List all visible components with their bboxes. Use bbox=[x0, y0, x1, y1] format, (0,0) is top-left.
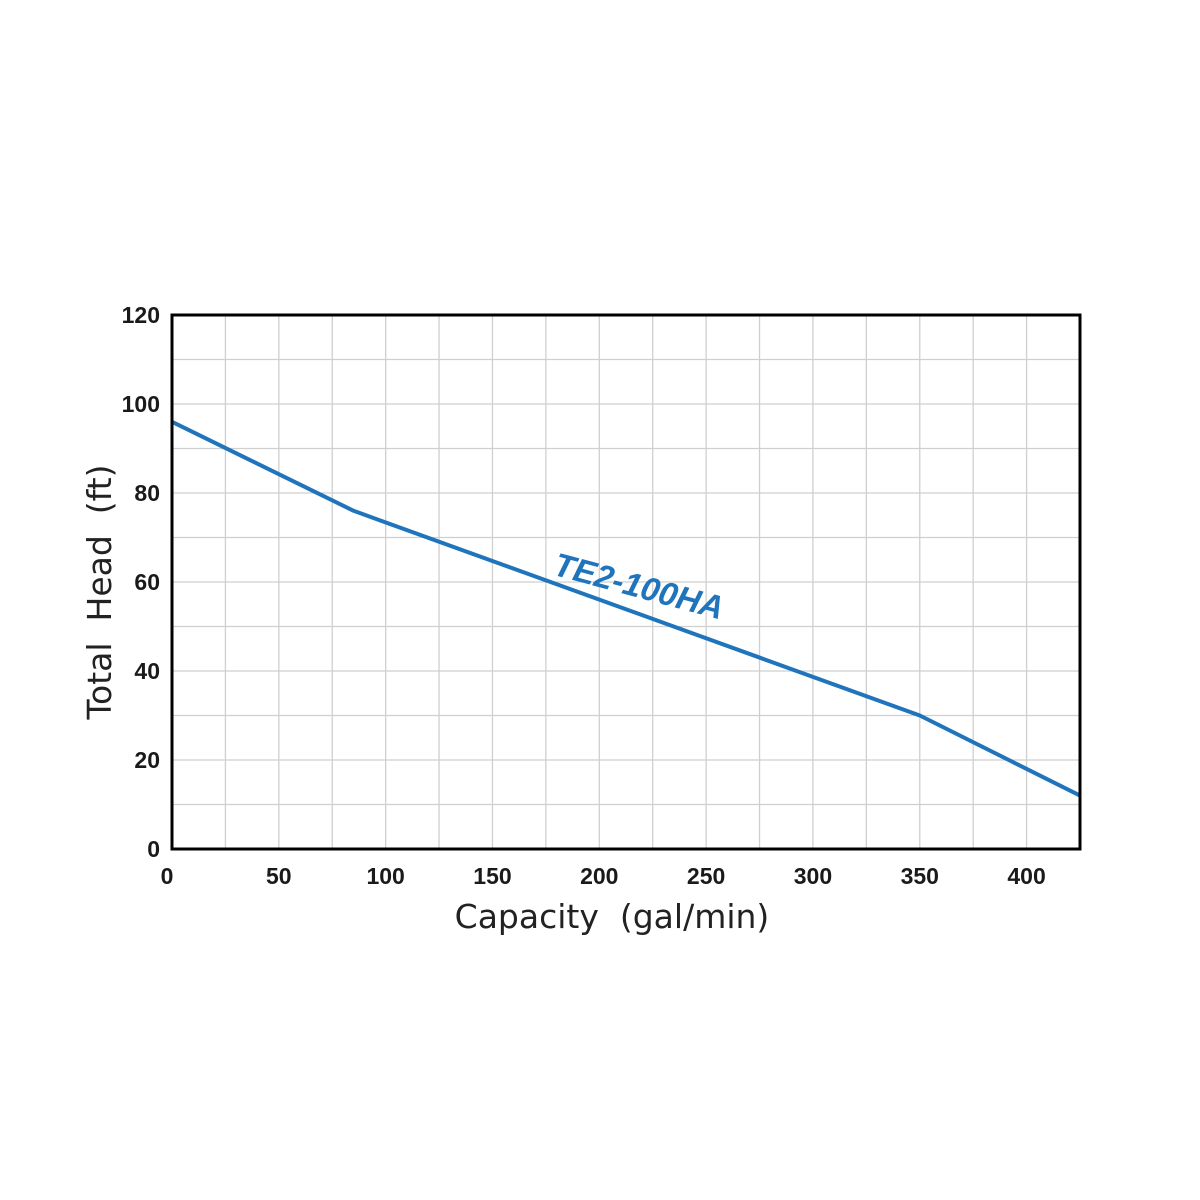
y-tick-label: 60 bbox=[134, 569, 160, 595]
series-lines bbox=[171, 420, 1081, 798]
x-tick-label: 150 bbox=[473, 863, 511, 889]
y-tick-label: 120 bbox=[122, 302, 160, 328]
grid-lines bbox=[172, 315, 1080, 849]
y-tick-label: 0 bbox=[147, 836, 160, 862]
x-tick-label: 250 bbox=[687, 863, 725, 889]
y-tick-label: 80 bbox=[134, 480, 160, 506]
x-tick-label: 350 bbox=[901, 863, 939, 889]
x-tick-label: 400 bbox=[1007, 863, 1045, 889]
series-line-0 bbox=[171, 420, 1081, 798]
x-tick-label: 200 bbox=[580, 863, 618, 889]
x-tick-labels: 0 50 100 150 200 250 300 350 400 bbox=[161, 863, 1046, 889]
x-tick-label: 100 bbox=[366, 863, 404, 889]
y-tick-label: 20 bbox=[134, 747, 160, 773]
y-axis-title: Total Head (ft) bbox=[80, 464, 119, 720]
x-tick-label: 50 bbox=[266, 863, 292, 889]
x-tick-label: 0 bbox=[161, 863, 174, 889]
y-tick-label: 100 bbox=[122, 391, 160, 417]
x-axis-title: Capacity (gal/min) bbox=[455, 897, 770, 936]
x-tick-label: 300 bbox=[794, 863, 832, 889]
plot-frame bbox=[170, 313, 1082, 851]
y-tick-labels: 0 20 40 60 80 100 120 bbox=[122, 302, 160, 862]
y-tick-label: 40 bbox=[134, 658, 160, 684]
